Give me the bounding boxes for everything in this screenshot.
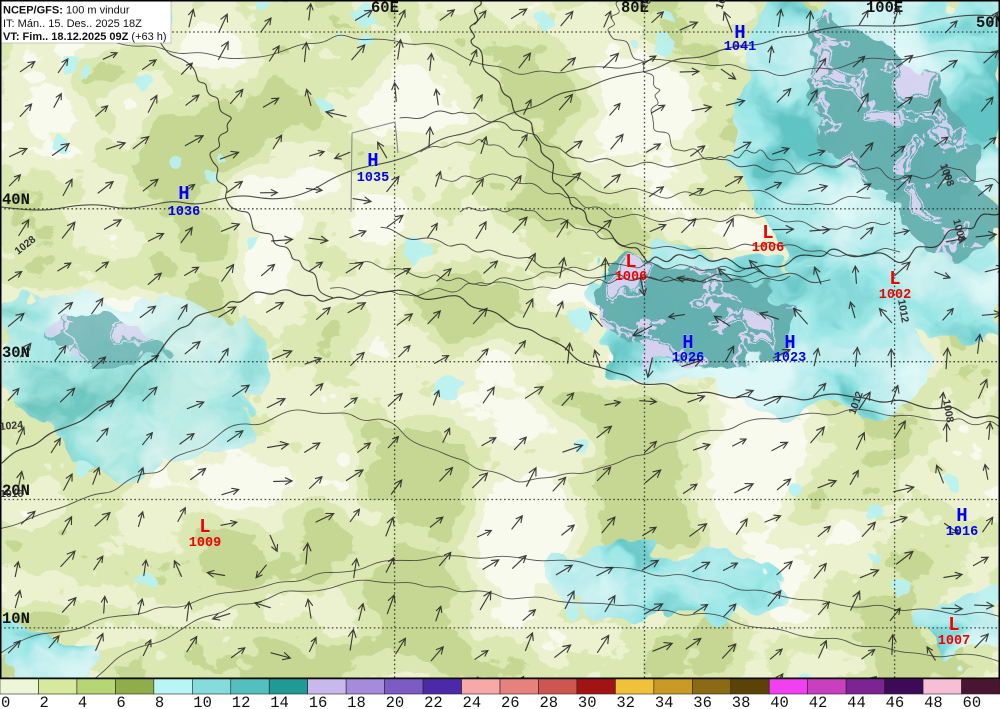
svg-text:IT: Mán.. 15. Des.. 2025 18Z: IT: Mán.. 15. Des.. 2025 18Z	[3, 18, 142, 30]
svg-text:44: 44	[847, 694, 866, 709]
svg-text:38: 38	[732, 694, 751, 709]
svg-text:H: H	[956, 505, 967, 527]
svg-text:24: 24	[463, 694, 482, 709]
svg-text:H: H	[178, 183, 189, 205]
svg-text:1016: 1016	[0, 488, 24, 500]
svg-text:46: 46	[886, 694, 905, 709]
svg-text:60: 60	[963, 694, 982, 709]
svg-text:1002: 1002	[879, 288, 911, 303]
svg-text:8: 8	[155, 694, 164, 709]
svg-text:1006: 1006	[752, 241, 784, 256]
svg-text:60E: 60E	[371, 0, 399, 17]
svg-text:34: 34	[655, 694, 674, 709]
svg-text:10N: 10N	[2, 610, 30, 628]
svg-text:1041: 1041	[724, 40, 756, 55]
svg-text:2: 2	[39, 694, 48, 709]
svg-text:40: 40	[770, 694, 789, 709]
svg-text:L: L	[948, 614, 959, 636]
svg-text:48: 48	[924, 694, 943, 709]
svg-text:H: H	[367, 150, 378, 172]
svg-text:30: 30	[578, 694, 597, 709]
svg-text:1006: 1006	[615, 270, 647, 285]
svg-text:16: 16	[309, 694, 328, 709]
svg-text:1036: 1036	[168, 205, 200, 220]
svg-text:28: 28	[539, 694, 558, 709]
svg-text:10: 10	[193, 694, 212, 709]
svg-text:26: 26	[501, 694, 520, 709]
svg-text:1009: 1009	[189, 536, 221, 551]
svg-text:20: 20	[386, 694, 405, 709]
svg-text:NCEP/GFS: 100 m vindur: NCEP/GFS: 100 m vindur	[3, 5, 130, 17]
svg-text:0: 0	[1, 694, 10, 709]
svg-text:VT: Fim.. 18.12.2025 09Z (+63: VT: Fim.. 18.12.2025 09Z (+63 h)	[3, 31, 167, 43]
svg-text:1026: 1026	[672, 351, 704, 366]
svg-text:1016: 1016	[946, 525, 978, 540]
svg-text:14: 14	[270, 694, 289, 709]
svg-text:22: 22	[424, 694, 443, 709]
svg-text:32: 32	[616, 694, 635, 709]
svg-text:50N: 50N	[976, 14, 1000, 32]
svg-text:12: 12	[232, 694, 251, 709]
svg-text:1023: 1023	[774, 351, 806, 366]
svg-text:L: L	[889, 268, 900, 290]
svg-text:1035: 1035	[357, 171, 389, 186]
svg-text:36: 36	[693, 694, 712, 709]
svg-text:42: 42	[809, 694, 828, 709]
svg-text:30N: 30N	[2, 344, 30, 362]
svg-text:1007: 1007	[938, 634, 970, 649]
svg-text:18: 18	[347, 694, 366, 709]
svg-text:1024: 1024	[0, 419, 24, 433]
svg-text:L: L	[199, 516, 210, 538]
svg-text:6: 6	[116, 694, 125, 709]
svg-text:40N: 40N	[2, 191, 30, 209]
svg-text:4: 4	[78, 694, 87, 709]
